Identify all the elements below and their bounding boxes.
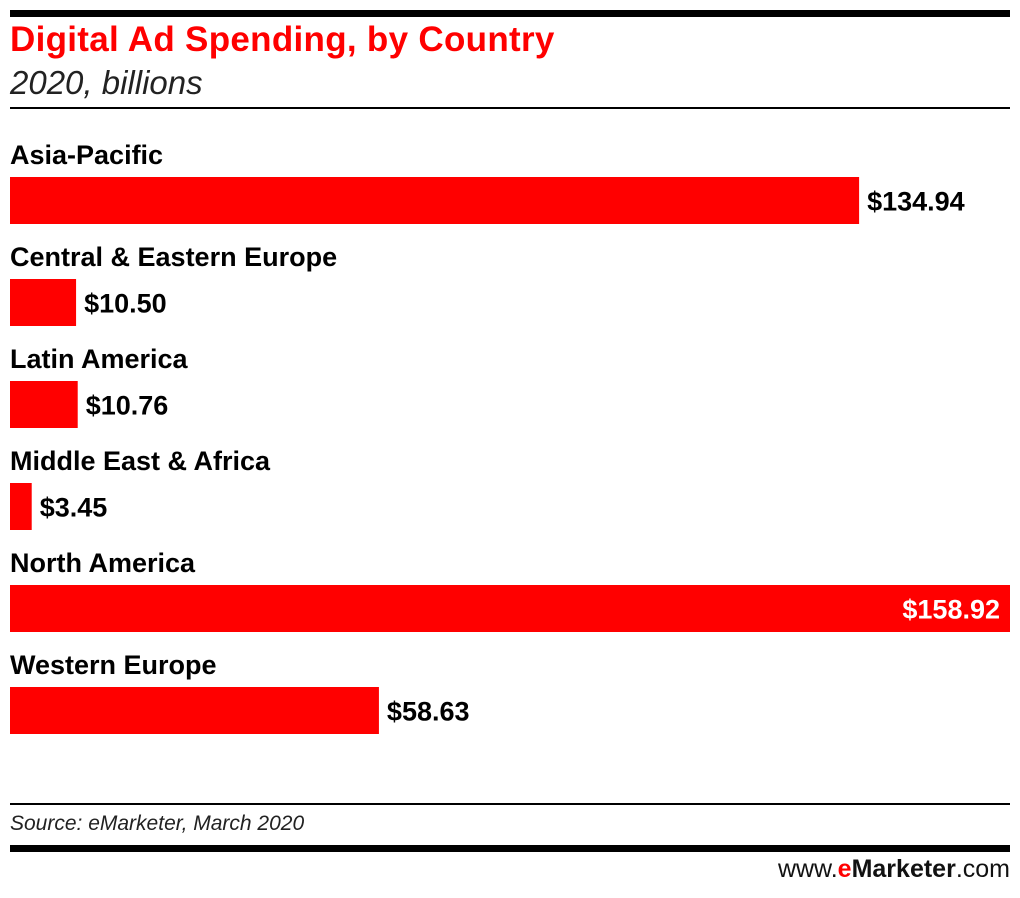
top-rule [10,10,1010,17]
bar [10,483,32,530]
bottom-rule [10,845,1010,852]
value-label: $158.92 [902,595,1000,625]
bar [10,279,77,326]
value-label: $58.63 [387,697,470,727]
brand-name: Marketer [851,855,956,883]
category-label: Asia-Pacific [10,140,163,170]
bar [10,177,860,224]
value-label: $134.94 [867,187,965,217]
category-label: Latin America [10,344,189,374]
source-note: Source: eMarketer, March 2020 [10,812,305,835]
chart-subtitle: 2020, billions [10,64,203,101]
category-label: North America [10,548,196,578]
category-label: Central & Eastern Europe [10,242,337,272]
chart-title: Digital Ad Spending, by Country [10,20,555,59]
category-label: Middle East & Africa [10,446,271,476]
brand-logo: www.eMarketer.com [778,855,1010,884]
footer-rule [10,803,1010,805]
value-label: $10.76 [86,391,169,421]
bar [10,381,78,428]
category-label: Western Europe [10,650,217,680]
brand-e: e [837,855,852,883]
value-label: $10.50 [84,289,167,319]
bar [10,585,1010,632]
value-label: $3.45 [40,493,108,523]
bar [10,687,379,734]
brand-suffix: .com [955,855,1010,883]
brand-prefix: www. [777,855,838,883]
header-rule [10,107,1010,109]
